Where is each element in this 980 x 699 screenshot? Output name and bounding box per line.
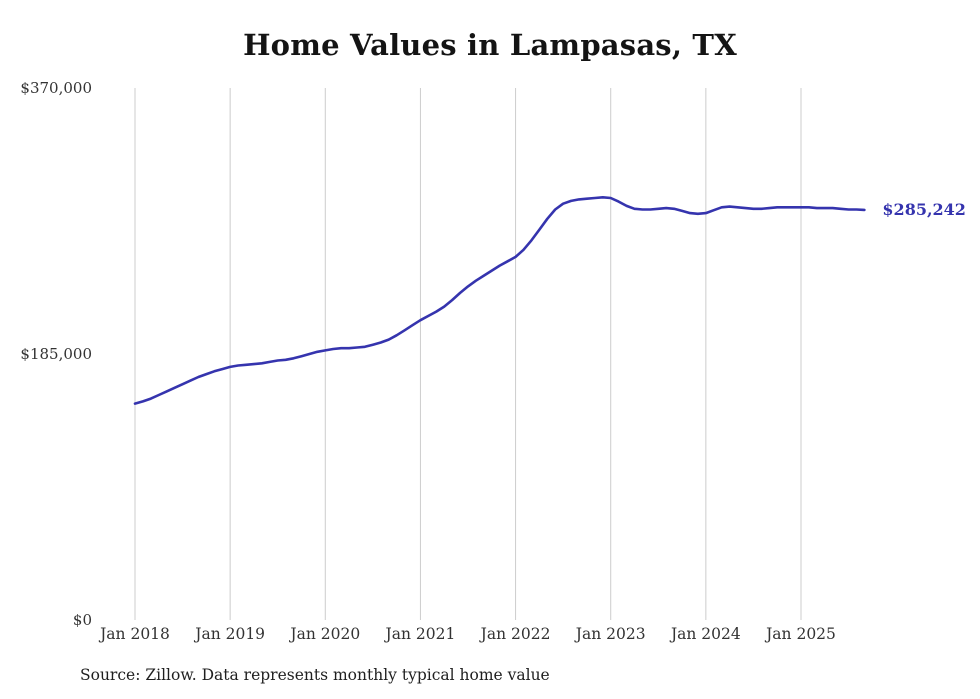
x-axis-tick-label: Jan 2018 [100,625,170,643]
series-line [133,196,866,405]
y-axis-tick-label: $0 [72,611,92,629]
x-axis-tick-label: Jan 2021 [385,625,456,643]
series-end-value-label: $285,242 [882,199,966,219]
x-axis-tick-label: Jan 2024 [670,625,741,643]
chart-title: Home Values in Lampasas, TX [243,28,737,62]
y-axis-tick-label: $185,000 [20,345,92,363]
y-axis-tick-label: $370,000 [20,79,92,97]
x-axis-tick-label: Jan 2025 [766,625,836,643]
x-axis-tick-label: Jan 2023 [575,625,646,643]
source-note: Source: Zillow. Data represents monthly … [80,666,550,684]
x-axis-tick-label: Jan 2019 [195,625,266,643]
x-axis-tick-label: Jan 2020 [290,625,361,643]
x-axis-tick-label: Jan 2022 [480,625,551,643]
